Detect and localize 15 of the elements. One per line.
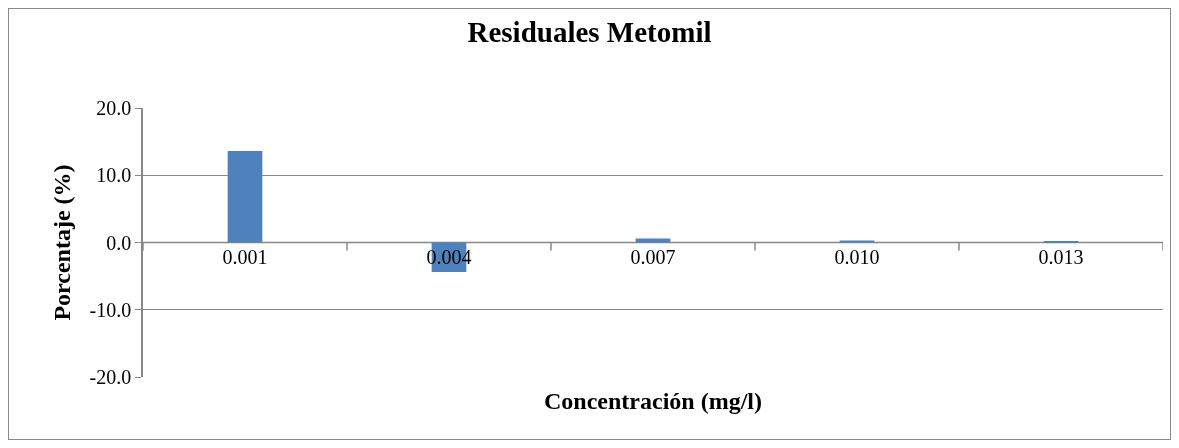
x-tick-label: 0.010 <box>834 245 880 268</box>
bar <box>635 238 671 243</box>
bar <box>227 151 263 243</box>
x-tick-label: 0.001 <box>222 245 268 268</box>
x-axis-title: Concentración (mg/l) <box>544 388 762 414</box>
y-axis-title: Porcentaje (%) <box>49 164 76 321</box>
y-tick-label: 10.0 <box>96 164 132 187</box>
chart-title: Residuales Metomil <box>467 15 712 48</box>
bar <box>839 240 875 243</box>
y-tick-label: -20.0 <box>89 366 132 388</box>
x-tick-label: 0.007 <box>630 245 676 268</box>
y-tick-label: -10.0 <box>89 298 132 321</box>
x-tick-label: 0.013 <box>1038 245 1084 268</box>
y-tick-label: 0.0 <box>106 231 132 254</box>
y-tick-label: 20.0 <box>96 97 132 119</box>
